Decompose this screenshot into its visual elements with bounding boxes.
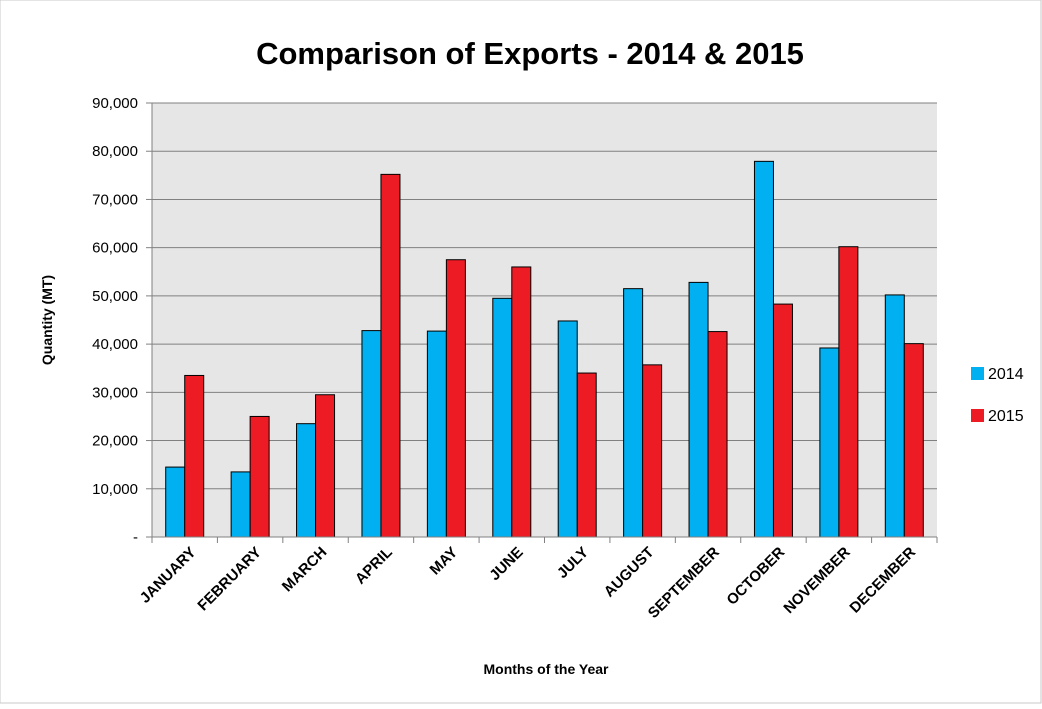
bar-2015-june [511,266,532,538]
gridlines [152,102,937,490]
y-tick-label: 60,000 [92,240,138,257]
bar-2014-august [623,288,644,538]
chart-title: Comparison of Exports - 2014 & 2015 [256,36,804,71]
bar-2014-october [753,160,774,538]
plot-area [152,103,937,537]
y-tick-label: 10,000 [92,481,138,498]
bar-2015-february [249,415,270,538]
bar-2015-january [184,374,205,538]
y-tick-label: 70,000 [92,191,138,208]
y-tick-label: 40,000 [92,336,138,353]
bar-2014-may [426,330,447,538]
bar-2014-september [688,281,709,538]
legend: 2014 2015 [971,366,1024,425]
bar-2014-november [819,347,840,538]
bar-2014-january [165,466,186,538]
y-tick-label: - [133,529,138,546]
legend-label-2015: 2015 [988,408,1024,425]
bar-2015-october [772,303,793,538]
x-axis-title: Months of the Year [484,661,610,677]
bar-2015-august [642,364,663,538]
y-tick-label: 20,000 [92,433,138,450]
bar-2014-april [361,330,382,538]
legend-label-2014: 2014 [988,366,1024,383]
y-axis-ticks: - 10,000 20,000 30,000 40,000 50,000 60,000 70,… [92,95,152,546]
bar-2015-april [380,173,401,538]
bar-2015-november [838,246,859,538]
bars [165,160,924,538]
y-tick-label: 50,000 [92,288,138,305]
legend-swatch-2015 [971,409,984,422]
bar-2014-june [492,297,513,538]
bar-2014-february [230,471,251,538]
y-tick-label: 80,000 [92,143,138,160]
legend-swatch-2014 [971,367,984,380]
y-tick-label: 90,000 [92,95,138,112]
bar-2014-march [296,423,317,538]
bar-2015-december [903,343,924,538]
bar-2014-december [884,294,905,538]
bar-2015-july [576,372,597,538]
bar-2014-july [557,320,578,538]
bar-2015-march [315,394,336,538]
y-tick-label: 30,000 [92,384,138,401]
bar-2015-may [445,259,466,538]
bar-2015-september [707,331,728,538]
y-axis-title: Quantity (MT) [39,275,55,365]
